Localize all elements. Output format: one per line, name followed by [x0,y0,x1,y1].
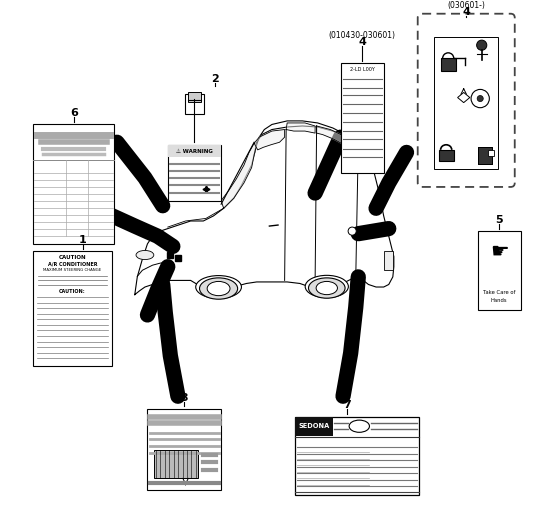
Bar [188,92,201,102]
Text: 3: 3 [181,393,188,403]
Circle shape [348,227,356,235]
Text: 5: 5 [495,215,503,225]
Bar [384,251,393,270]
Text: 2: 2 [211,74,219,84]
Bar [439,150,454,161]
Bar [440,58,456,71]
Bar [168,145,221,201]
Text: 4: 4 [462,7,470,17]
Text: 1: 1 [79,235,86,245]
Ellipse shape [305,275,348,298]
Ellipse shape [199,278,238,299]
Text: (010430-030601): (010430-030601) [329,31,396,40]
Bar [488,150,494,156]
Text: A/R CONDITIONER: A/R CONDITIONER [48,261,98,266]
Ellipse shape [207,281,230,296]
Bar [175,255,181,261]
Bar [33,251,112,366]
Bar [478,147,492,164]
Polygon shape [135,126,394,295]
Polygon shape [458,92,470,103]
Bar [295,417,419,495]
Text: 7: 7 [343,400,351,410]
Polygon shape [317,126,356,152]
Bar [478,147,492,164]
Text: Hands: Hands [491,298,507,303]
Polygon shape [254,130,285,150]
Text: MAXIMUM STEERING CHANGE: MAXIMUM STEERING CHANGE [43,268,101,272]
Circle shape [476,40,487,50]
Text: CAUTION: CAUTION [59,255,86,260]
Ellipse shape [349,420,370,432]
Bar [153,450,198,478]
Text: 6: 6 [70,108,78,118]
Text: ☛: ☛ [490,241,509,262]
Bar [167,252,173,258]
Ellipse shape [309,278,345,298]
Bar [147,409,221,490]
Text: ⚠ WARNING: ⚠ WARNING [176,149,213,154]
Bar [478,231,521,310]
Ellipse shape [136,250,154,260]
Text: SEDONA: SEDONA [298,423,330,429]
Bar [33,124,115,244]
Bar [341,64,384,173]
Polygon shape [286,123,315,133]
Circle shape [471,89,489,108]
Text: CAUTION:: CAUTION: [59,289,86,294]
FancyBboxPatch shape [418,14,515,187]
Polygon shape [221,143,257,208]
Text: Take Care of: Take Care of [483,290,515,295]
Text: (030601-): (030601-) [447,1,485,10]
Bar [295,417,333,436]
Bar [434,37,498,169]
Text: 2-LD L00Y: 2-LD L00Y [350,67,375,72]
Text: 4: 4 [358,37,366,47]
Ellipse shape [316,281,337,295]
Ellipse shape [196,275,242,299]
Bar [185,94,203,114]
Circle shape [477,96,483,102]
Bar [168,145,221,157]
